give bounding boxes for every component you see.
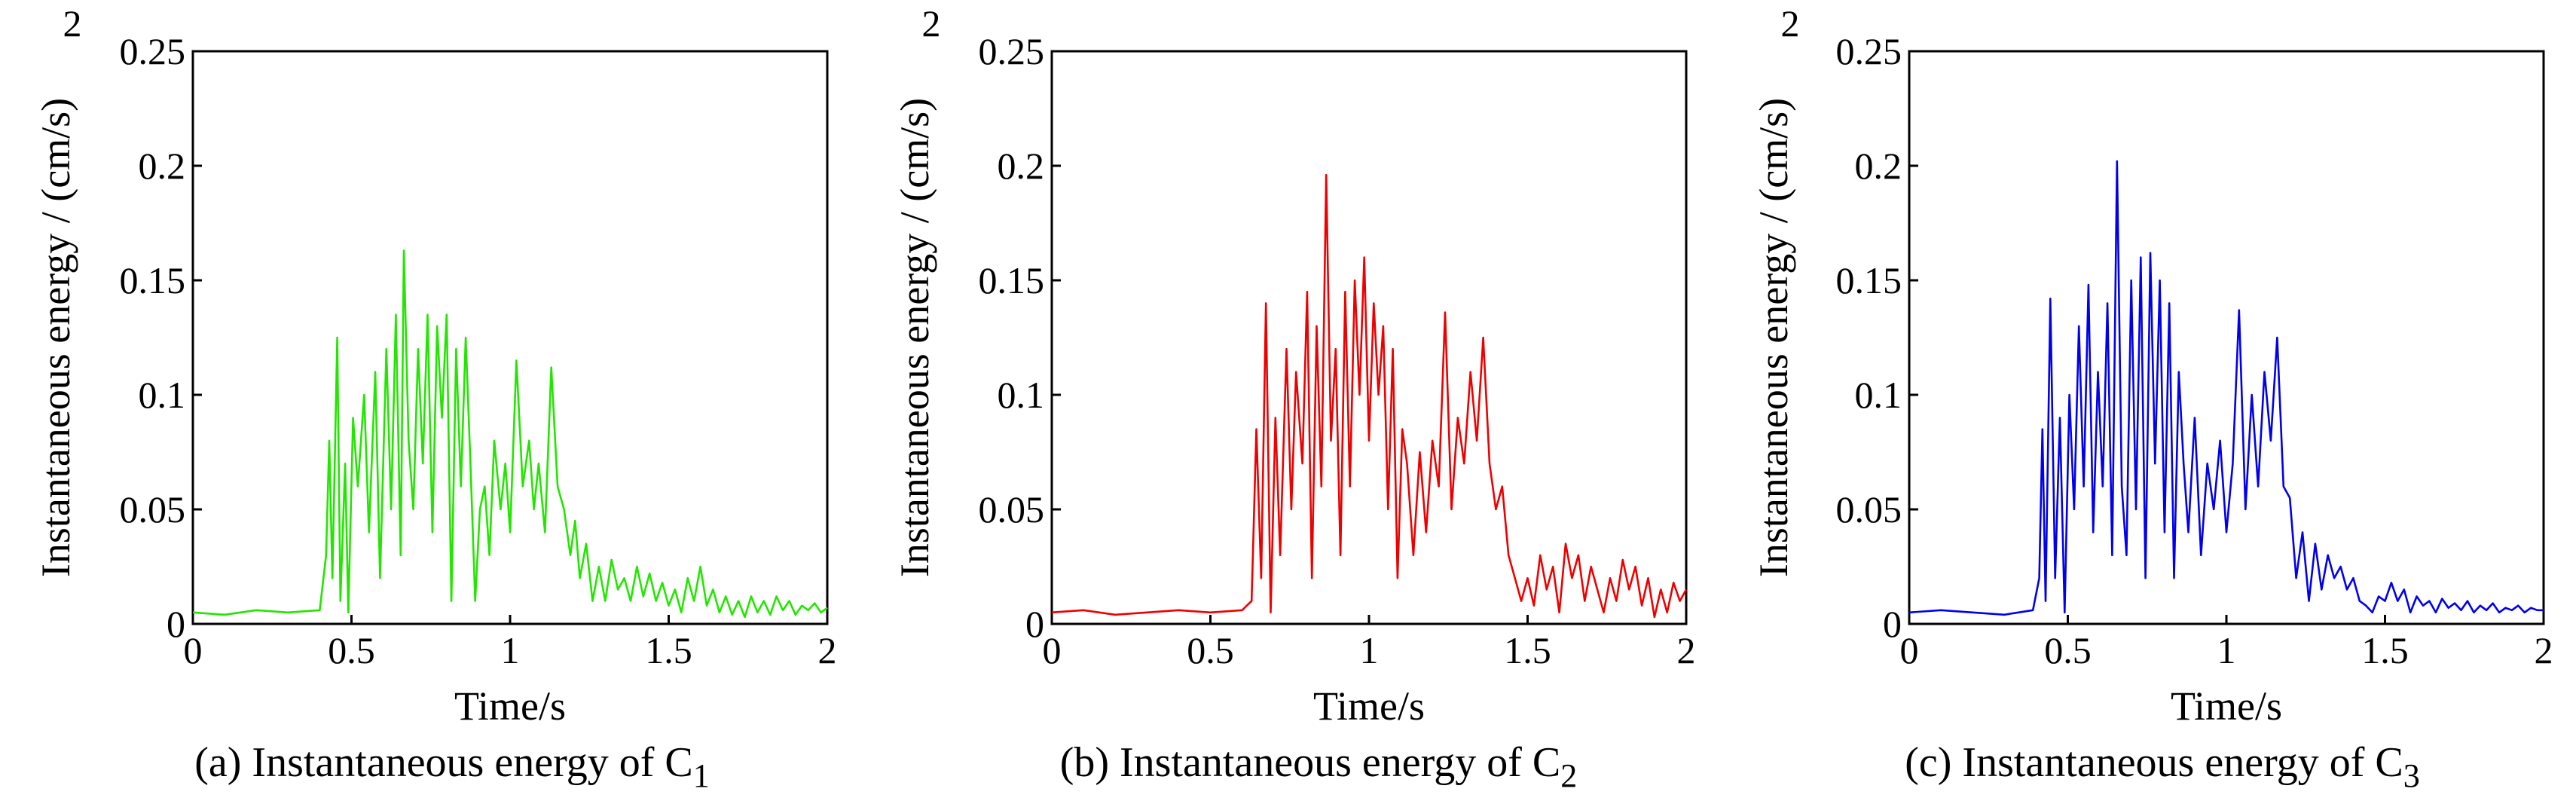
caption-c: (c) Instantaneous energy of C3 [1905,739,2419,794]
y-ticks-c: 0 0.05 0.1 0.15 0.2 0.25 [1836,30,1918,645]
y-tick-label: 0.1 [1855,374,1902,416]
x-tick-label: 0 [1900,629,1919,671]
x-tick-label: 1.5 [645,629,692,671]
y-tick-label: 0.05 [1836,488,1902,530]
y-tick-label: 0 [1883,603,1902,645]
x-tick-label: 1 [501,629,520,671]
y-tick-label: 0.25 [120,30,186,72]
x-ticks-c: 0 0.5 1 1.5 2 [1900,615,2553,671]
y-tick-label: 0.15 [979,259,1045,301]
y-tick-label: 0.25 [1836,30,1902,72]
x-tick-label: 0 [1043,629,1062,671]
x-tick-label: 0.5 [1187,629,1234,671]
y-tick-label: 0.2 [1855,145,1902,187]
panel-b: 0 0.05 0.1 0.15 0.2 0.25 0 0.5 1 1.5 2 Instantane… [892,2,1696,794]
series-c1-line [192,249,828,619]
y-tick-label: 0.15 [1836,259,1902,301]
caption-sub-b: 2 [1560,757,1577,794]
x-tick-label: 1 [1360,629,1379,671]
panel-a: 0 0.05 0.1 0.15 0.2 0.25 0 0.5 1 1.5 2 Instantane… [33,2,837,794]
y-tick-label: 0 [1025,603,1044,645]
ylabel-c: Instantaneous energy / (cm/s) [1751,98,1796,577]
x-ticks-a: 0 0.5 1 1.5 2 [184,615,837,671]
plot-frame-b [1050,50,1688,625]
y-tick-label: 0 [167,603,185,645]
panel-c: 0 0.05 0.1 0.15 0.2 0.25 0 0.5 1 1.5 2 Instantane… [1751,2,2553,794]
x-tick-label: 2 [818,629,837,671]
y-tick-label: 0.25 [979,30,1045,72]
caption-sub-c: 3 [2403,757,2420,794]
xlabel-b: Time/s [1313,683,1425,729]
caption-sub-a: 1 [693,757,710,794]
plot-frame-a [191,50,829,625]
series-c3-line [1908,160,2544,616]
ylabel-exp-a: 2 [63,2,82,44]
x-tick-label: 0 [184,629,203,671]
y-ticks-b: 0 0.05 0.1 0.15 0.2 0.25 [979,30,1061,645]
y-tick-label: 0.2 [139,145,186,187]
ylabel-b: Instantaneous energy / (cm/s) [892,98,937,577]
caption-text-c: (c) Instantaneous energy of C [1905,739,2403,786]
ylabel-exp-c: 2 [1781,2,1800,44]
y-tick-label: 0.2 [998,145,1045,187]
caption-b: (b) Instantaneous energy of C2 [1060,739,1578,794]
caption-text-b: (b) Instantaneous energy of C [1060,739,1561,786]
x-tick-label: 1.5 [2361,629,2409,671]
plot-frame-c [1908,50,2545,625]
series-c2-line [1051,173,1688,619]
caption-a: (a) Instantaneous energy of C1 [194,739,709,794]
y-tick-label: 0.1 [139,374,186,416]
xlabel-a: Time/s [454,683,566,729]
x-tick-label: 1.5 [1504,629,1551,671]
ylabel-exp-b: 2 [922,2,941,44]
y-tick-label: 0.1 [998,374,1045,416]
x-tick-label: 0.5 [2044,629,2092,671]
ylabel-a: Instantaneous energy / (cm/s) [33,98,78,577]
x-tick-label: 0.5 [328,629,375,671]
x-tick-label: 2 [1677,629,1696,671]
x-tick-label: 1 [2217,629,2236,671]
y-tick-label: 0.15 [120,259,186,301]
x-tick-label: 2 [2535,629,2553,671]
caption-text-a: (a) Instantaneous energy of C [194,739,692,786]
y-tick-label: 0.05 [979,488,1045,530]
y-tick-label: 0.05 [120,488,186,530]
y-ticks-a: 0 0.05 0.1 0.15 0.2 0.25 [120,30,202,645]
xlabel-c: Time/s [2171,683,2282,729]
x-ticks-b: 0 0.5 1 1.5 2 [1043,615,1696,671]
